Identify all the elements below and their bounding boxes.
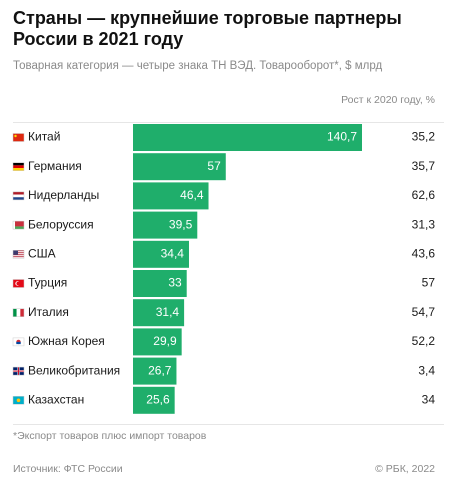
bar-chart: Китай 140,7 35,2 Германия 57 35,7 Нидерланды 46… bbox=[12, 124, 436, 414]
category-label: Белоруссия bbox=[28, 217, 94, 231]
bottom-divider bbox=[13, 424, 444, 425]
category-label: Нидерланды bbox=[28, 188, 99, 202]
bar bbox=[133, 357, 177, 385]
chart-title: Страны — крупнейшие торговые партнеры Ро… bbox=[13, 8, 402, 49]
bar bbox=[133, 299, 185, 327]
bar bbox=[133, 153, 226, 181]
growth-value: 34 bbox=[422, 392, 436, 406]
category-label: Казахстан bbox=[28, 392, 84, 406]
bar bbox=[133, 211, 198, 239]
flag-cn-icon bbox=[12, 133, 25, 142]
bar bbox=[133, 124, 362, 151]
bar-value-label: 57 bbox=[207, 159, 221, 173]
growth-value: 52,2 bbox=[412, 334, 436, 348]
flag-de-icon bbox=[12, 162, 25, 171]
growth-value: 57 bbox=[422, 276, 436, 290]
growth-value: 35,2 bbox=[412, 130, 436, 144]
flag-by-icon bbox=[12, 220, 25, 230]
bar-value-label: 33 bbox=[168, 276, 182, 290]
bar-value-label: 25,6 bbox=[146, 392, 170, 406]
flag-gb-icon bbox=[12, 366, 25, 376]
bar bbox=[133, 182, 209, 210]
bar-value-label: 29,9 bbox=[153, 334, 177, 348]
growth-value: 31,3 bbox=[412, 217, 436, 231]
category-label: Великобритания bbox=[28, 363, 120, 377]
bar-value-label: 26,7 bbox=[148, 363, 172, 377]
flag-nl-icon bbox=[12, 191, 25, 201]
bar bbox=[133, 270, 187, 297]
flag-it-icon bbox=[12, 308, 25, 317]
flag-tr-icon bbox=[12, 279, 25, 288]
flag-kr-icon bbox=[12, 337, 25, 347]
top-divider bbox=[13, 122, 444, 123]
growth-value: 3,4 bbox=[418, 363, 435, 377]
category-label: Италия bbox=[28, 305, 69, 319]
bar-value-label: 39,5 bbox=[169, 217, 193, 231]
flag-us-icon bbox=[12, 250, 25, 259]
growth-value: 43,6 bbox=[412, 246, 436, 260]
category-label: Турция bbox=[28, 276, 67, 290]
copyright-note: © РБК, 2022 bbox=[375, 463, 435, 475]
growth-value: 54,7 bbox=[412, 305, 436, 319]
bar bbox=[133, 240, 189, 268]
category-label: Германия bbox=[28, 159, 82, 173]
bar bbox=[133, 328, 182, 356]
category-label: Южная Корея bbox=[28, 334, 105, 348]
growth-column-header: Рост к 2020 году, % bbox=[341, 94, 435, 106]
chart-subtitle: Товарная категория — четыре знака ТН ВЭД… bbox=[13, 60, 383, 72]
flag-kz-icon bbox=[12, 396, 25, 405]
source-note: Источник: ФТС России bbox=[13, 463, 123, 475]
growth-value: 62,6 bbox=[412, 188, 436, 202]
bar-value-label: 31,4 bbox=[156, 305, 180, 319]
footnote: *Экспорт товаров плюс импорт товаров bbox=[13, 430, 207, 442]
bar bbox=[133, 386, 175, 414]
category-label: США bbox=[28, 246, 56, 260]
growth-value: 35,7 bbox=[412, 159, 436, 173]
bar-value-label: 46,4 bbox=[180, 188, 204, 202]
bar-value-label: 140,7 bbox=[327, 130, 357, 144]
bar-value-label: 34,4 bbox=[161, 246, 185, 260]
category-label: Китай bbox=[28, 130, 60, 144]
